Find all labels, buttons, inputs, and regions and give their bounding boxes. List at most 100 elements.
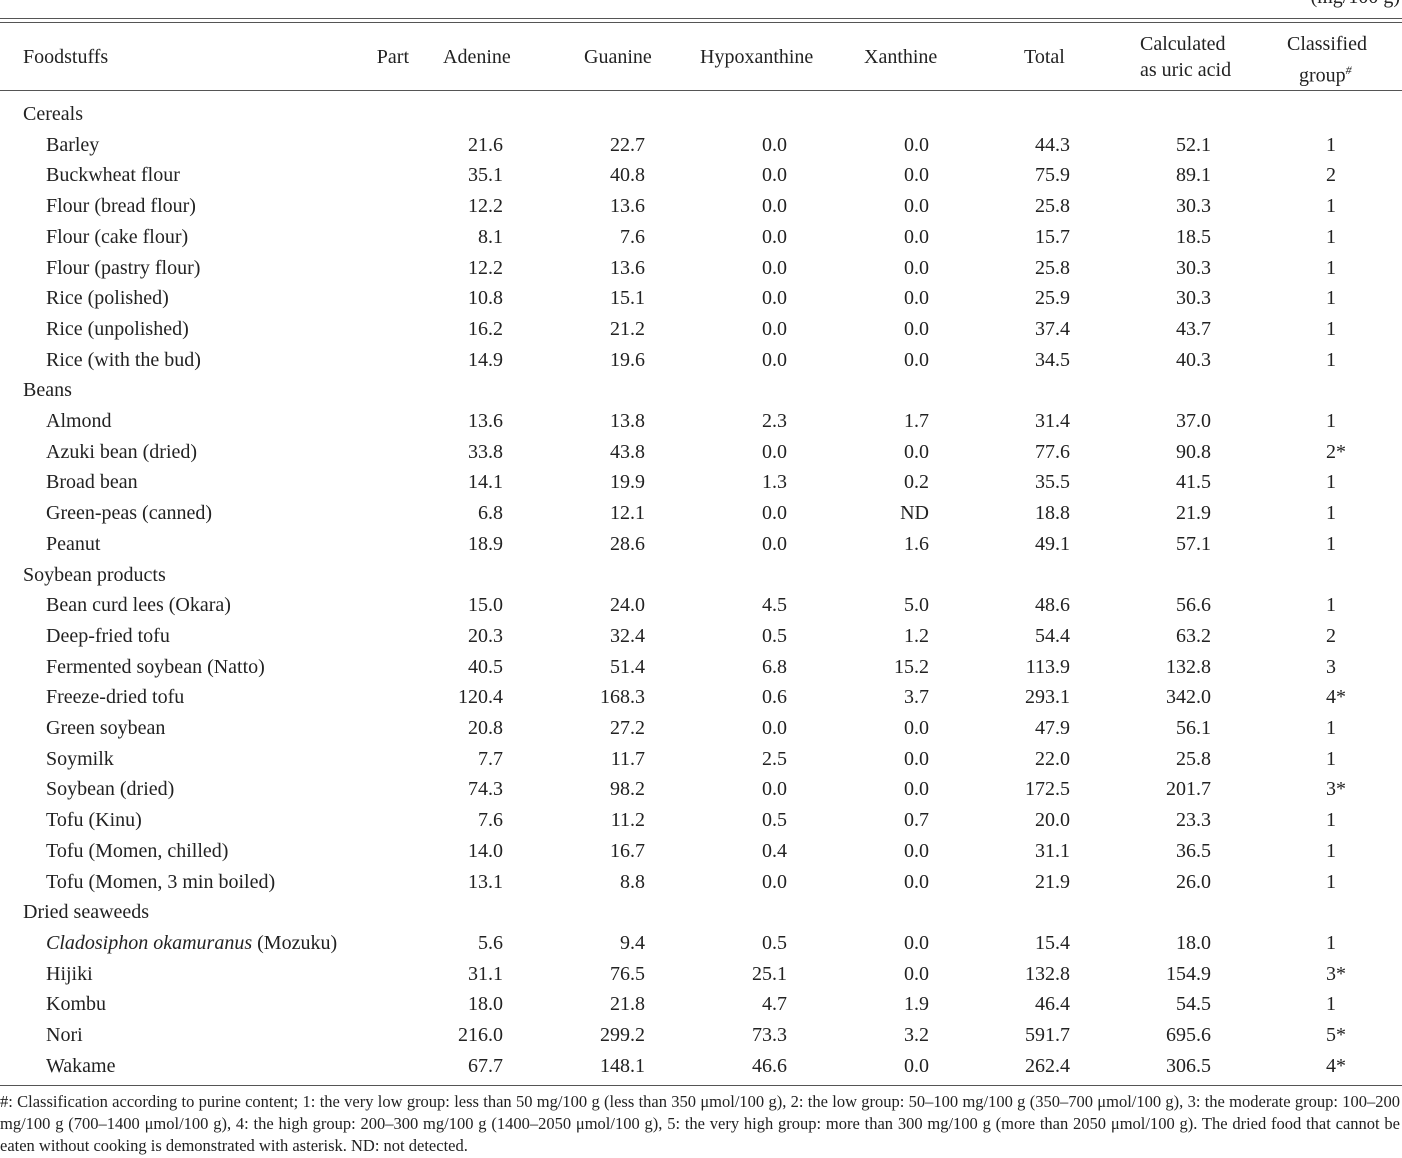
cell-adenine: 120.4 <box>458 686 503 709</box>
cell-adenine: 10.8 <box>468 287 503 310</box>
table-row: Buckwheat flour 35.1 40.8 0.0 0.0 75.9 89.1 2 <box>0 160 1402 190</box>
cell-guanine: 27.2 <box>610 717 645 739</box>
cell-hypoxanthine: 0.5 <box>762 624 787 647</box>
cell-group: 1 <box>1326 839 1336 862</box>
cell-xanthine: 3.2 <box>904 1024 929 1046</box>
cell-adenine: 18.0 <box>468 993 503 1016</box>
table-row: Kombu 18.0 21.8 4.7 1.9 46.4 54.5 1 <box>0 989 1402 1019</box>
food-name: Wakame <box>46 1054 116 1077</box>
food-name: Rice (unpolished) <box>46 317 189 340</box>
table-row: Flour (bread flour) 12.2 13.6 0.0 0.0 25.8 30.… <box>0 191 1402 221</box>
cell-total: 46.4 <box>1035 993 1070 1016</box>
food-name: Hijiki <box>46 962 93 985</box>
food-name: Bean curd lees (Okara) <box>46 594 231 617</box>
cell-group: 1 <box>1326 348 1336 371</box>
header-hypoxanthine: Hypoxanthine <box>700 46 814 68</box>
cell-hypoxanthine: 0.5 <box>762 809 787 832</box>
cell-total: 54.4 <box>1035 624 1070 647</box>
cell-adenine: 33.8 <box>468 440 503 463</box>
cell-hypoxanthine: 0.0 <box>762 778 787 801</box>
header-xanthine: Xanthine <box>864 46 938 68</box>
food-name-italic: Cladosiphon okamuranus <box>46 931 253 954</box>
cell-group: 1 <box>1326 993 1336 1016</box>
cell-hypoxanthine: 0.0 <box>762 164 787 187</box>
bottom-rule <box>0 1085 1402 1086</box>
cell-hypoxanthine: 46.6 <box>752 1054 787 1077</box>
food-name: Rice (polished) <box>46 287 169 310</box>
cell-guanine: 16.7 <box>610 839 645 862</box>
cell-xanthine: 0.0 <box>904 348 929 371</box>
cell-guanine: 299.2 <box>600 1024 645 1046</box>
cell-total: 35.5 <box>1035 471 1070 494</box>
cell-hypoxanthine: 25.1 <box>752 962 787 985</box>
cell-uric-acid: 26.0 <box>1176 870 1211 893</box>
food-name: Buckwheat flour <box>46 164 180 187</box>
cell-group: 1 <box>1326 133 1336 156</box>
cell-uric-acid: 90.8 <box>1176 440 1211 463</box>
cell-total: 21.9 <box>1035 870 1070 893</box>
cell-guanine: 24.0 <box>610 594 645 617</box>
cell-uric-acid: 56.6 <box>1176 594 1211 617</box>
cell-adenine: 31.1 <box>468 962 503 985</box>
cell-uric-acid: 37.0 <box>1176 410 1211 432</box>
cell-guanine: 76.5 <box>610 962 645 985</box>
category-row: Cereals <box>0 99 1402 129</box>
cell-group: 5* <box>1326 1024 1346 1046</box>
food-name: Barley <box>46 133 100 156</box>
cell-group: 1 <box>1326 471 1336 494</box>
cell-xanthine: ND <box>900 502 929 525</box>
cell-uric-acid: 56.1 <box>1176 717 1211 739</box>
cell-adenine: 40.5 <box>468 655 503 678</box>
cell-hypoxanthine: 0.0 <box>762 256 787 279</box>
cell-uric-acid: 30.3 <box>1176 287 1211 310</box>
cell-xanthine: 0.0 <box>904 164 929 187</box>
category-row: Dried seaweeds <box>0 897 1402 927</box>
cell-total: 113.9 <box>1025 655 1070 678</box>
cell-adenine: 20.3 <box>468 624 503 647</box>
cell-guanine: 21.2 <box>610 317 645 340</box>
cell-xanthine: 1.9 <box>904 993 929 1016</box>
cell-total: 15.4 <box>1035 931 1070 954</box>
table-row: Flour (cake flour) 8.1 7.6 0.0 0.0 15.7 18.5 1 <box>0 222 1402 252</box>
cell-adenine: 6.8 <box>478 502 503 525</box>
table-row: Tofu (Kinu) 7.6 11.2 0.5 0.7 20.0 23.3 1 <box>0 805 1402 835</box>
cell-hypoxanthine: 2.5 <box>762 747 787 770</box>
cell-total: 31.4 <box>1035 410 1070 432</box>
cell-adenine: 67.7 <box>468 1054 503 1077</box>
cell-group: 1 <box>1326 225 1336 248</box>
table-row: Bean curd lees (Okara) 15.0 24.0 4.5 5.0 48.6… <box>0 590 1402 620</box>
cell-guanine: 13.6 <box>610 256 645 279</box>
cell-uric-acid: 342.0 <box>1166 686 1211 709</box>
cell-hypoxanthine: 0.0 <box>762 133 787 156</box>
cell-xanthine: 0.0 <box>904 317 929 340</box>
cell-adenine: 8.1 <box>478 225 503 248</box>
cell-xanthine: 0.0 <box>904 195 929 218</box>
cell-group: 1 <box>1326 502 1336 525</box>
food-name: Flour (pastry flour) <box>46 256 201 279</box>
table-row: Green soybean 20.8 27.2 0.0 0.0 47.9 56.1 1 <box>0 713 1402 743</box>
cell-xanthine: 0.0 <box>904 256 929 279</box>
cell-group: 2 <box>1326 624 1336 647</box>
cell-adenine: 74.3 <box>468 778 503 801</box>
food-name: Cladosiphon okamuranus (Mozuku) <box>46 931 338 954</box>
cell-xanthine: 0.0 <box>904 778 929 801</box>
food-name: Rice (with the bud) <box>46 348 201 371</box>
cell-total: 25.9 <box>1035 287 1070 310</box>
header-group-mark: # <box>1345 63 1352 77</box>
cell-group: 1 <box>1326 532 1336 555</box>
cell-group: 1 <box>1326 256 1336 279</box>
food-name: Freeze-dried tofu <box>46 686 185 709</box>
food-name: Fermented soybean (Natto) <box>46 655 265 678</box>
header-guanine: Guanine <box>584 46 652 68</box>
cell-hypoxanthine: 0.0 <box>762 317 787 340</box>
header-total: Total <box>1024 46 1065 68</box>
cell-xanthine: 0.0 <box>904 1054 929 1077</box>
cell-guanine: 98.2 <box>610 778 645 801</box>
cell-xanthine: 1.2 <box>904 624 929 647</box>
cell-total: 22.0 <box>1035 747 1070 770</box>
cell-xanthine: 1.7 <box>904 410 929 432</box>
cell-adenine: 18.9 <box>468 532 503 555</box>
cell-guanine: 51.4 <box>610 655 645 678</box>
cell-xanthine: 0.0 <box>904 440 929 463</box>
cell-hypoxanthine: 2.3 <box>762 410 787 432</box>
